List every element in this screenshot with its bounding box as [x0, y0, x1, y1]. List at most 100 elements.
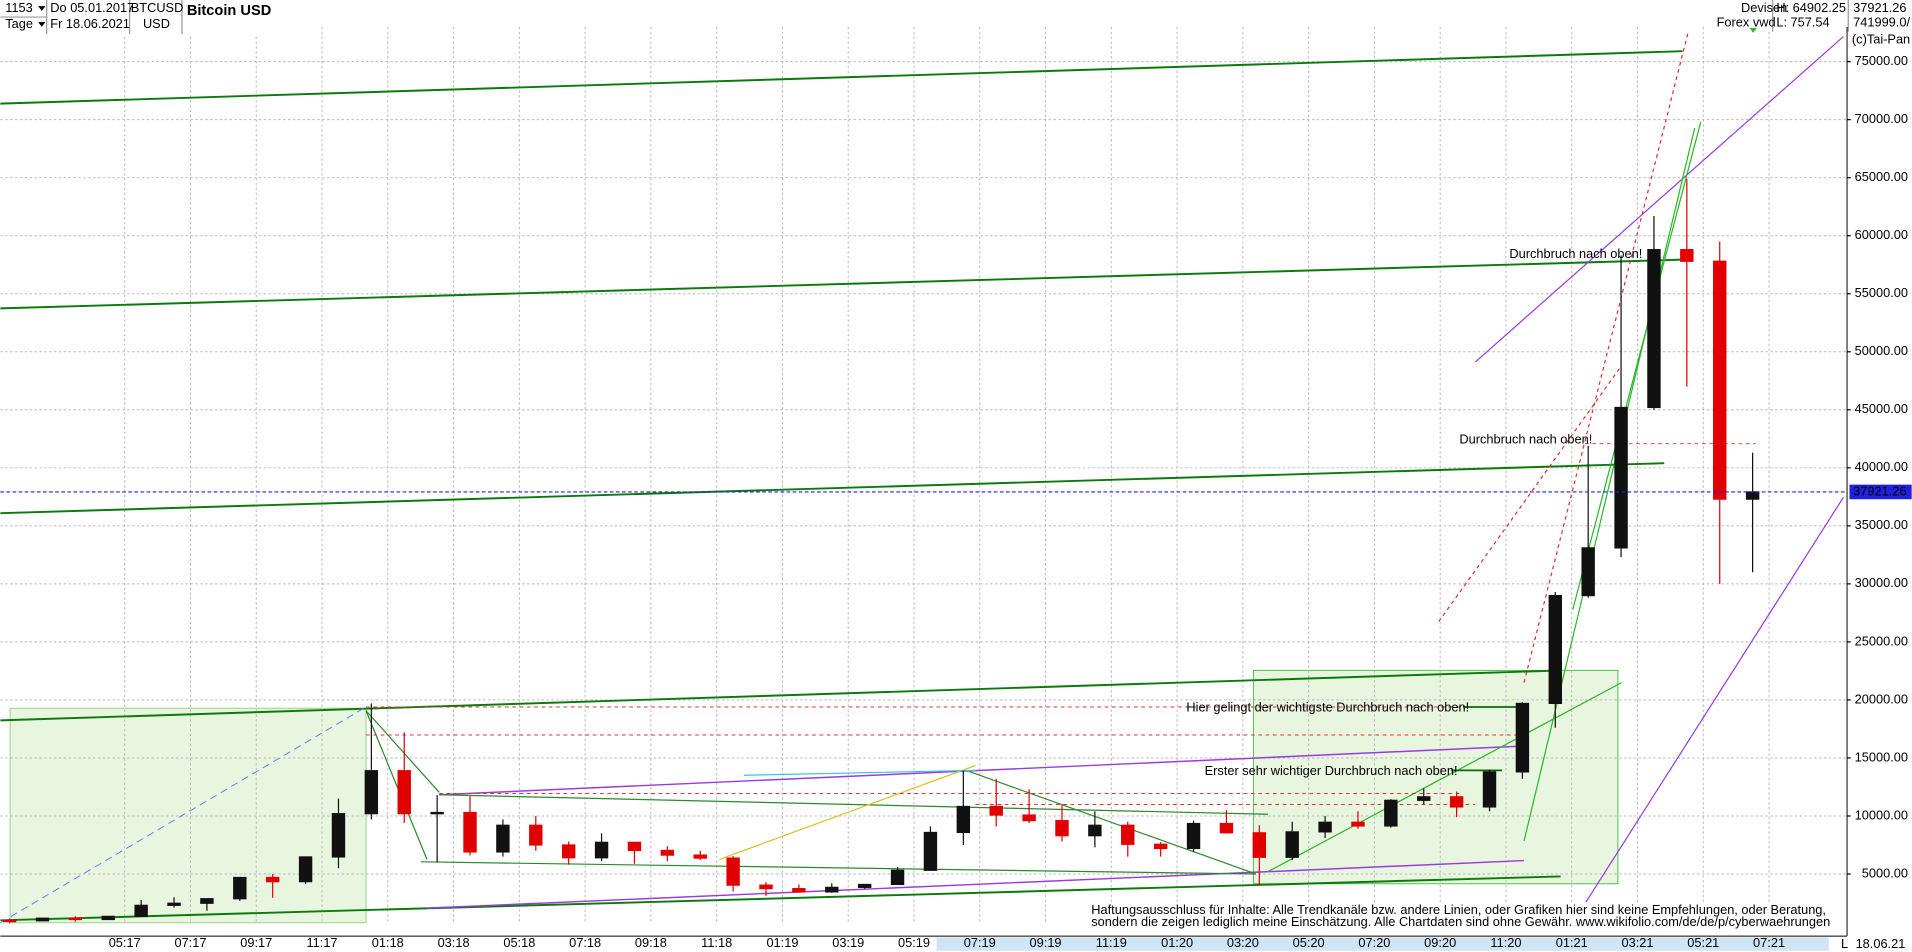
x-tick-label: 01:19 [766, 935, 798, 950]
currency: USD [143, 16, 170, 31]
candle-body [1449, 796, 1464, 808]
trend-line [1572, 121, 1702, 610]
candle-body [1647, 249, 1661, 409]
trend-line [439, 794, 1269, 815]
candle-body [1121, 824, 1135, 845]
candle-body [1614, 406, 1628, 549]
candle-body [956, 805, 971, 834]
disclaimer: sondern die zeigen lediglich meine Einsc… [1091, 914, 1830, 929]
disclaimer-box [1088, 902, 1821, 932]
candle-body [265, 876, 280, 883]
y-tick-label: 40000.00 [1855, 459, 1908, 474]
candle-body [825, 886, 839, 893]
y-tick-label: 55000.00 [1855, 285, 1908, 300]
x-tick-label: 07:19 [964, 935, 996, 950]
candle-body [561, 844, 576, 859]
symbol: BTCUSD [131, 0, 184, 15]
candle-body [68, 917, 83, 921]
x-tick-label: 07:20 [1358, 935, 1390, 950]
x-tick-label: 05:19 [898, 935, 930, 950]
candle-body [693, 854, 707, 859]
candle-body [1581, 547, 1595, 597]
candle-body [101, 915, 115, 921]
y-tick-label: 25000.00 [1855, 633, 1908, 648]
candle-body [364, 770, 379, 815]
candle-body [298, 856, 313, 883]
annotation: Durchbruch nach oben! [1509, 246, 1642, 261]
axis-end-date: 18.06.21 [1856, 936, 1906, 951]
trend-line [1572, 497, 1844, 924]
y-tick-label: 60000.00 [1855, 227, 1908, 242]
candle-body [1186, 822, 1201, 850]
candle-body [1417, 796, 1431, 801]
y-tick-label: 35000.00 [1855, 517, 1908, 532]
disclaimer: Haftungsausschluss für Inhalte: Alle Tre… [1091, 902, 1826, 917]
indicator-icon [1749, 28, 1757, 33]
x-tick-label: 03:19 [832, 935, 864, 950]
candle-body [1252, 832, 1267, 858]
candle-body [726, 857, 740, 886]
annotation: Hier gelingt der wichtigste Durchbruch n… [1186, 700, 1469, 715]
volume: 741999.0/ [1853, 15, 1910, 30]
candle-body [1351, 821, 1365, 827]
y-tick-label: 75000.00 [1855, 53, 1908, 68]
axis-marker: L [1841, 936, 1848, 951]
x-tick-label: 11:19 [1096, 935, 1127, 950]
scroll-range[interactable] [936, 937, 1829, 951]
dropdown-icon[interactable] [38, 6, 46, 11]
x-tick-label: 05:17 [109, 935, 141, 950]
y-tick-label: 70000.00 [1855, 111, 1908, 126]
annotation: Erster sehr wichtiger Durchbruch nach ob… [1205, 763, 1458, 778]
trend-line [426, 859, 1525, 909]
candle-body [134, 904, 148, 917]
x-tick-label: 11:20 [1490, 935, 1521, 950]
trend-line [969, 771, 1257, 875]
candle-body [857, 883, 872, 888]
x-tick-label: 07:18 [569, 935, 601, 950]
candle-body [430, 811, 444, 815]
candles [2, 178, 1760, 924]
candle-body [660, 849, 675, 856]
candle-body [1482, 771, 1497, 808]
candle-body [1713, 260, 1727, 500]
dropdown-icon[interactable] [38, 21, 46, 27]
candle-body [1285, 831, 1299, 858]
end-date: Fr 18.06.2021 [50, 16, 130, 31]
trend-line [1474, 36, 1844, 363]
x-tick-label: 03:18 [438, 935, 470, 950]
x-tick-label: 05:20 [1293, 935, 1325, 950]
high: H: 64902.25 [1776, 0, 1846, 15]
x-tick-label: 11:17 [307, 935, 338, 950]
y-tick-label: 10000.00 [1855, 807, 1908, 822]
candle-body [1088, 824, 1102, 837]
candle-body [1219, 822, 1234, 834]
last-price: 37921.26 [1853, 0, 1906, 15]
trend-line [0, 669, 1561, 722]
candle-body [1384, 799, 1398, 827]
trend-line [1438, 365, 1623, 623]
candle-body [233, 876, 247, 900]
x-tick-label: 03:20 [1227, 935, 1259, 950]
candle-body [1318, 821, 1332, 833]
candle-body [890, 869, 905, 886]
trend-line [1267, 682, 1622, 873]
trend-line [0, 875, 1561, 922]
y-tick-label: 30000.00 [1855, 575, 1908, 590]
y-tick-label: 50000.00 [1855, 343, 1908, 358]
candle-body [627, 841, 642, 852]
x-tick-label: 03:21 [1622, 935, 1654, 950]
x-tick-label: 05:18 [503, 935, 535, 950]
shade-box [1252, 669, 1619, 885]
trend-line [1523, 127, 1696, 842]
candle-body [1680, 249, 1694, 262]
trend-line [439, 745, 1525, 796]
trend-line [0, 50, 1683, 105]
trend-line [0, 258, 1683, 310]
candle-body [1022, 814, 1036, 822]
candle-body [1548, 594, 1563, 705]
copyright: (c)Tai-Pan [1852, 32, 1910, 47]
x-tick-label: 09:20 [1424, 935, 1456, 950]
x-tick-label: 07:17 [174, 935, 206, 950]
candle-body [1055, 820, 1069, 837]
